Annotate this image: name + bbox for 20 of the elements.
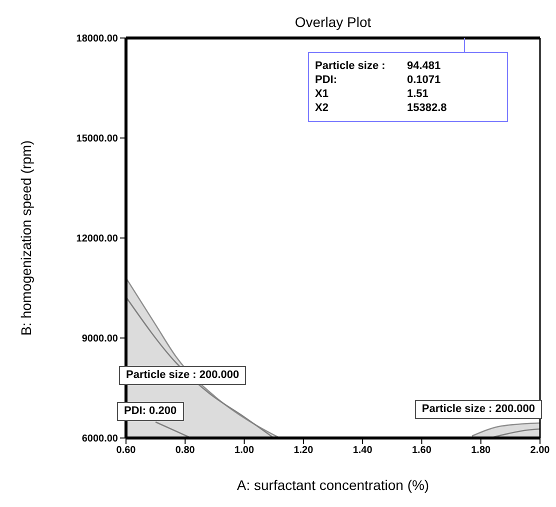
chart-title: Overlay Plot	[294, 14, 372, 30]
x-tick-label: 1.00	[234, 445, 254, 456]
y-tick-label: 6000.00	[82, 434, 118, 445]
y-tick-label: 18000.00	[76, 34, 118, 45]
x-tick-label: 1.60	[412, 445, 432, 456]
x-tick-label: 1.40	[352, 445, 373, 456]
annotation: Particle size : 200.000	[414, 400, 542, 419]
x-tick-label: 2.00	[530, 445, 550, 456]
x-tick-label: 1.80	[471, 445, 492, 456]
y-tick-label: 9000.00	[82, 334, 118, 345]
flag-card: Particle size : 94.481 PDI: 0.1071 X1 1.51 X2 15382.8	[308, 52, 508, 122]
x-tick-label: 0.80	[175, 445, 196, 456]
y-tick-label: 15000.00	[76, 134, 118, 145]
y-tick-label: 12000.00	[76, 234, 118, 245]
annotation: PDI: 0.200	[117, 402, 184, 421]
x-tick-label: 1.20	[294, 445, 314, 456]
x-tick-label: 0.60	[116, 445, 136, 456]
x-axis-title: A: surfactant concentration (%)	[236, 477, 430, 493]
y-axis-title: B: homogenization speed (rpm)	[18, 140, 34, 336]
annotation: Particle size : 200.000	[119, 366, 246, 385]
